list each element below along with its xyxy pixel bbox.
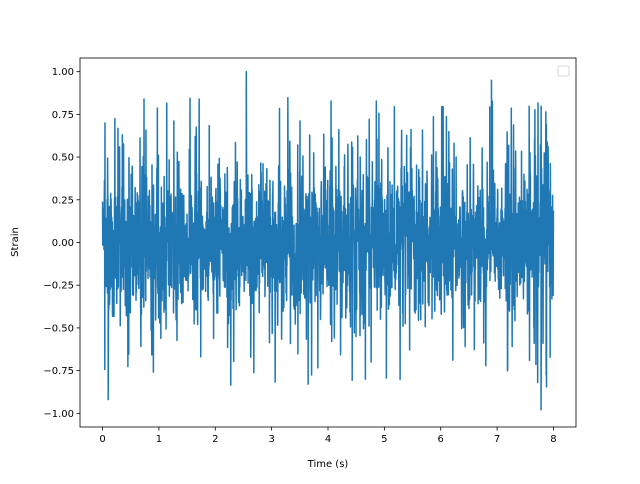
x-tick-label: 8 xyxy=(550,434,556,445)
x-axis: 0 1 2 3 4 5 6 7 8 xyxy=(99,427,557,445)
y-tick-label: −1.00 xyxy=(43,409,74,420)
y-tick-label: 0.25 xyxy=(52,195,74,206)
x-axis-label: Time (s) xyxy=(307,459,349,470)
x-tick-label: 1 xyxy=(156,434,162,445)
x-tick-label: 5 xyxy=(381,434,387,445)
x-tick-label: 2 xyxy=(212,434,218,445)
x-tick-label: 7 xyxy=(494,434,500,445)
x-tick-label: 0 xyxy=(99,434,105,445)
y-tick-label: 0.00 xyxy=(52,238,74,249)
y-tick-label: 0.50 xyxy=(52,153,74,164)
y-axis: −1.00 −0.75 −0.50 −0.25 0.00 0.25 0.50 0.75 1.00 xyxy=(43,67,80,420)
y-axis-label: Strain xyxy=(10,227,21,257)
y-tick-label: −0.75 xyxy=(43,366,74,377)
x-tick-label: 3 xyxy=(268,434,274,445)
y-tick-label: 1.00 xyxy=(52,67,74,78)
series-layer xyxy=(101,70,555,411)
legend-box xyxy=(557,65,570,77)
x-tick-label: 6 xyxy=(438,434,444,445)
y-tick-label: −0.50 xyxy=(43,323,74,334)
y-tick-label: 0.75 xyxy=(52,110,74,121)
x-tick-label: 4 xyxy=(325,434,331,445)
series-line xyxy=(101,70,555,411)
y-tick-label: −0.25 xyxy=(43,281,74,292)
